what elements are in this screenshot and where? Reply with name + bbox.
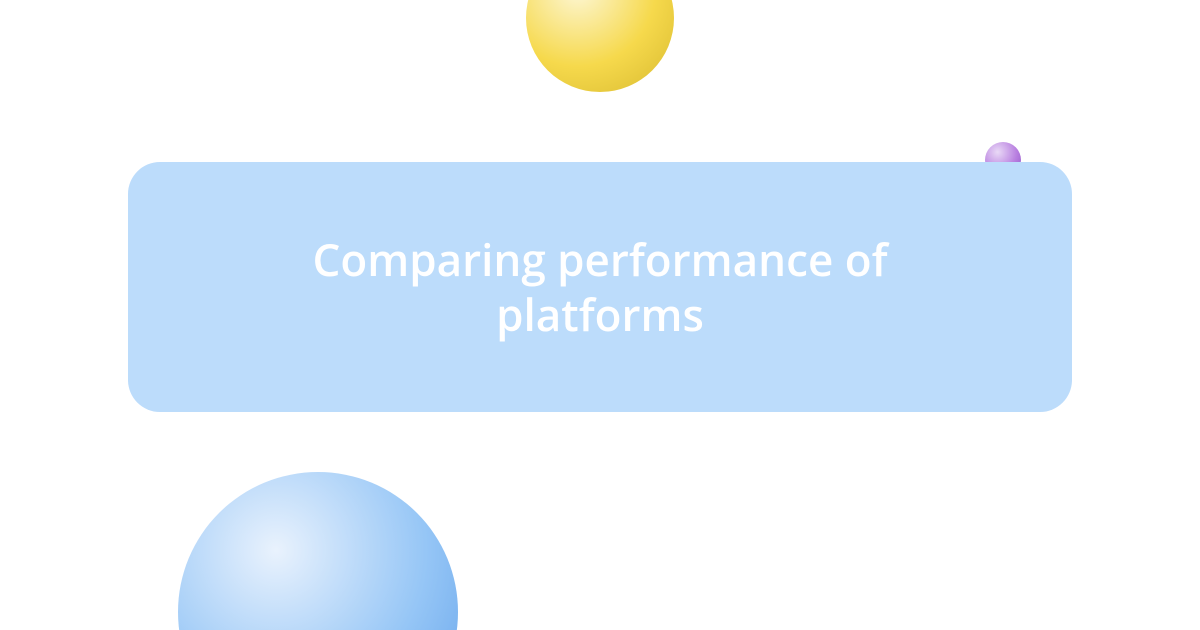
card-title: Comparing performance of platforms xyxy=(248,232,952,342)
yellow-sphere xyxy=(526,0,674,92)
blue-sphere xyxy=(178,472,458,630)
title-card: Comparing performance of platforms xyxy=(128,162,1072,412)
